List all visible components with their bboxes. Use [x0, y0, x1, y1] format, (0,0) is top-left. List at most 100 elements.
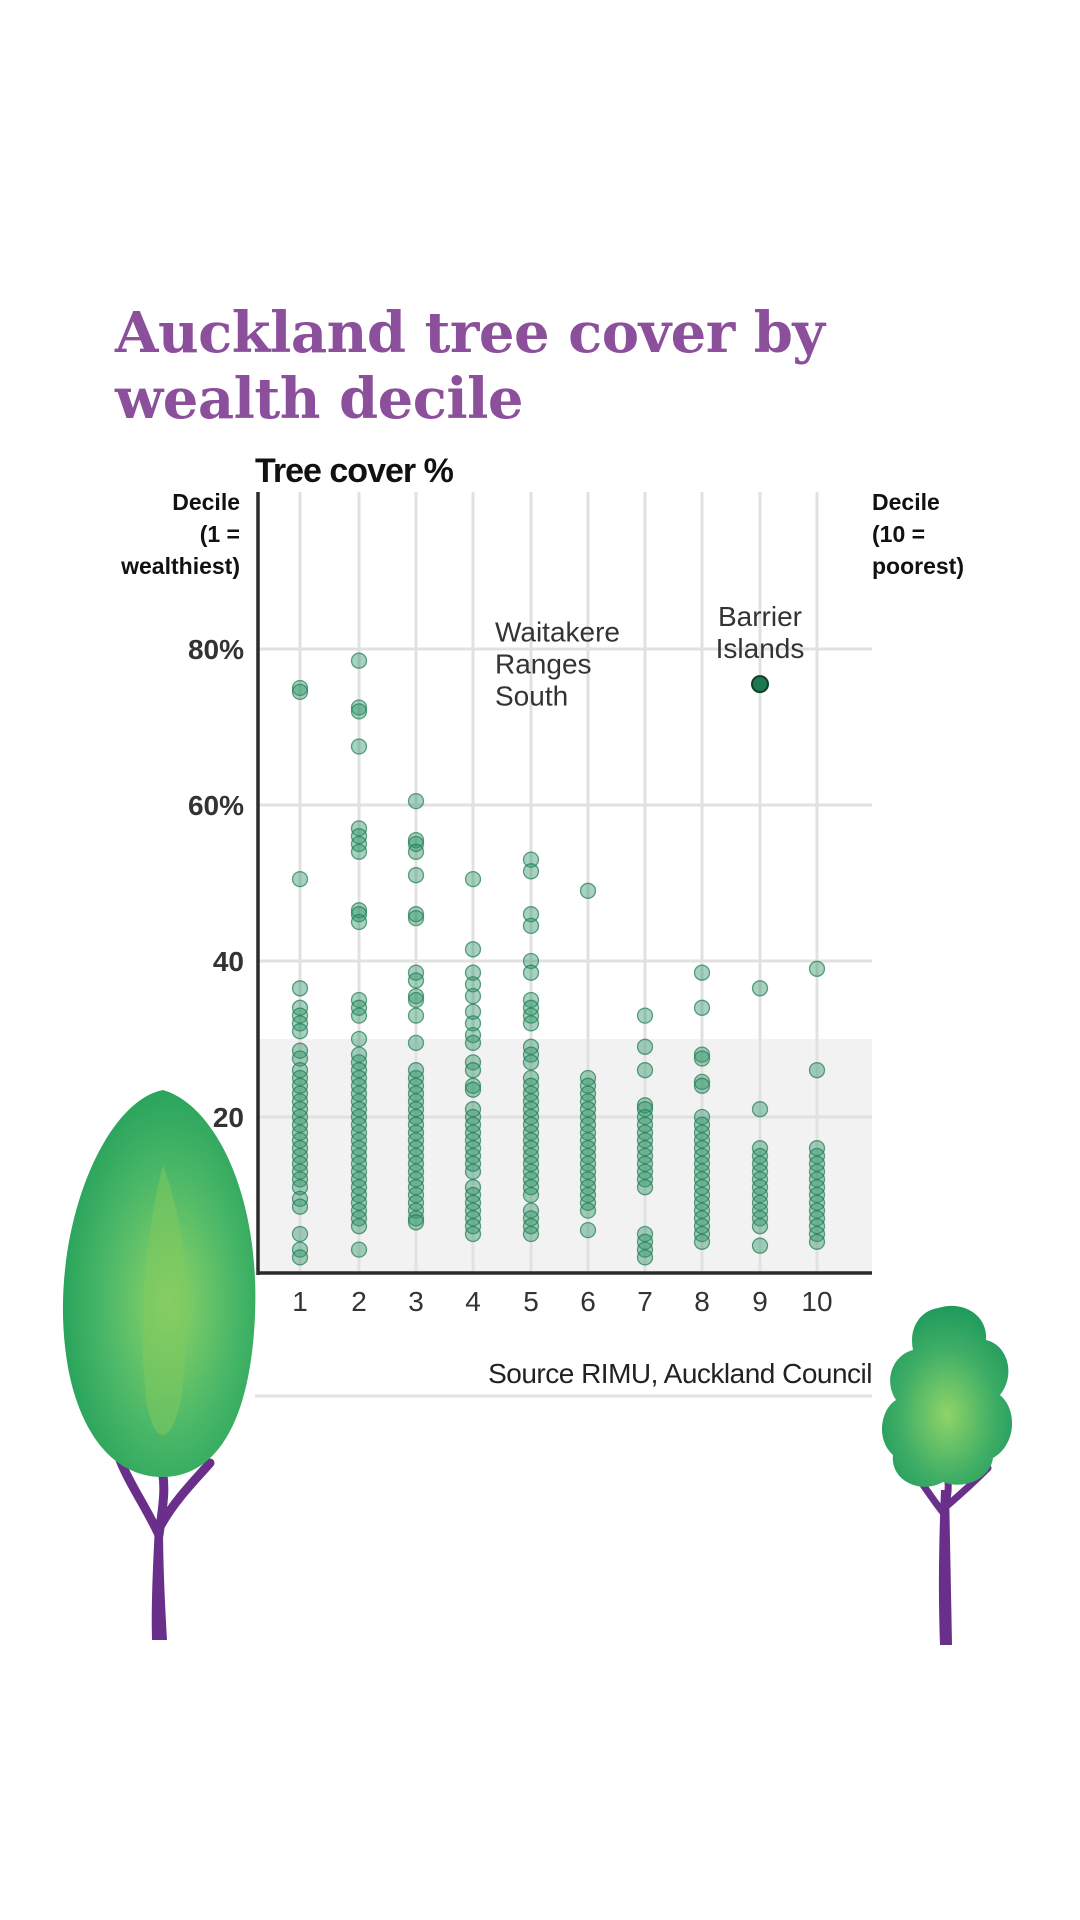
chart-title: Auckland tree cover by wealth decile [115, 300, 825, 432]
source-note: Source RIMU, Auckland Council [488, 1358, 872, 1389]
data-point [522, 863, 540, 880]
tall-tree-icon [62, 1090, 256, 1640]
data-point [464, 1015, 482, 1032]
right-decile-note: poorest) [872, 553, 964, 579]
data-point [350, 902, 368, 919]
data-point [751, 980, 769, 997]
data-point [291, 1023, 309, 1040]
data-point [522, 1225, 540, 1243]
data-point [464, 1034, 482, 1052]
x-tick-label: 3 [408, 1286, 424, 1317]
data-point [751, 1218, 769, 1235]
data-point [291, 1225, 309, 1243]
data-point [464, 1062, 482, 1079]
data-point [291, 1179, 309, 1196]
x-tick-label: 1 [292, 1286, 308, 1317]
data-point [522, 906, 540, 923]
data-point [350, 913, 368, 931]
data-point [579, 1221, 597, 1239]
data-point [291, 1249, 309, 1266]
data-point [693, 1077, 711, 1094]
data-point [808, 1062, 826, 1079]
data-point [522, 851, 540, 868]
data-point [693, 1050, 711, 1067]
shaded-band-layer [258, 1039, 872, 1273]
right-decile-note: Decile [872, 489, 940, 515]
shaded-band [258, 1039, 872, 1273]
x-tick-label: 2 [351, 1286, 367, 1317]
data-point [579, 1202, 597, 1219]
data-point [291, 1198, 309, 1215]
data-point [693, 999, 711, 1016]
data-point [291, 1050, 309, 1067]
annotation-label: South [495, 680, 568, 711]
data-point [464, 1081, 482, 1098]
data-point [350, 1007, 368, 1024]
x-tick-label: 6 [580, 1286, 596, 1317]
data-point [522, 1015, 540, 1032]
data-point [291, 683, 309, 701]
data-point [693, 1046, 711, 1063]
data-point [350, 738, 368, 755]
data-point [407, 991, 425, 1009]
data-point [407, 831, 425, 849]
left-decile-note: (1 = [200, 521, 240, 547]
grid-layer [258, 492, 872, 1273]
dot-layer [291, 652, 826, 1266]
data-point [407, 867, 425, 884]
data-point [636, 1007, 654, 1024]
highlight-point [751, 675, 769, 694]
data-point [407, 1007, 425, 1024]
data-point [751, 1237, 769, 1254]
right-decile-note: (10 = [872, 521, 925, 547]
data-point [291, 980, 309, 997]
x-tick-label: 8 [694, 1286, 710, 1317]
data-point [636, 1062, 654, 1079]
x-tick-label: 7 [637, 1286, 653, 1317]
data-point [522, 917, 540, 935]
data-point [350, 703, 368, 720]
annotation-label: Waitakere [495, 616, 620, 647]
data-point [407, 1210, 425, 1227]
data-point [693, 964, 711, 981]
data-point [636, 1179, 654, 1196]
y-tick-label: 80% [188, 634, 244, 665]
data-point [464, 1225, 482, 1243]
x-tick-label: 9 [752, 1286, 768, 1317]
data-point [636, 1249, 654, 1266]
left-decile-note: wealthiest) [120, 553, 240, 579]
annotation-label: Ranges [495, 648, 592, 679]
y-tick-label: 40 [213, 946, 244, 977]
data-point [522, 1054, 540, 1071]
data-point [464, 1003, 482, 1020]
data-point [464, 976, 482, 993]
data-point [407, 792, 425, 810]
data-point [464, 987, 482, 1005]
x-tick-label: 10 [801, 1286, 832, 1317]
left-decile-note: Decile [172, 489, 240, 515]
data-point [407, 972, 425, 989]
data-point [751, 1101, 769, 1118]
data-point [291, 679, 309, 697]
data-point [522, 964, 540, 981]
data-point [407, 843, 425, 860]
data-point [522, 952, 540, 970]
data-point [407, 1034, 425, 1052]
data-point [407, 909, 425, 927]
data-point [636, 1038, 654, 1055]
y-tick-label: 20 [213, 1102, 244, 1133]
data-point [522, 1186, 540, 1204]
data-point [808, 960, 826, 977]
label-layer: 20 40 60% 80% 1 2 3 4 5 6 7 8 9 10 Tree cover % Decile (… [120, 452, 964, 1398]
annotation-label: Islands [716, 633, 805, 664]
data-point [350, 843, 368, 860]
y-axis-title: Tree cover % [255, 452, 454, 490]
axis-layer [256, 492, 872, 1275]
data-point [579, 882, 597, 899]
data-point [407, 906, 425, 923]
data-point [464, 870, 482, 888]
y-tick-label: 60% [188, 790, 244, 821]
data-point [464, 941, 482, 958]
data-point [636, 1097, 654, 1114]
x-tick-label: 4 [465, 1286, 481, 1317]
